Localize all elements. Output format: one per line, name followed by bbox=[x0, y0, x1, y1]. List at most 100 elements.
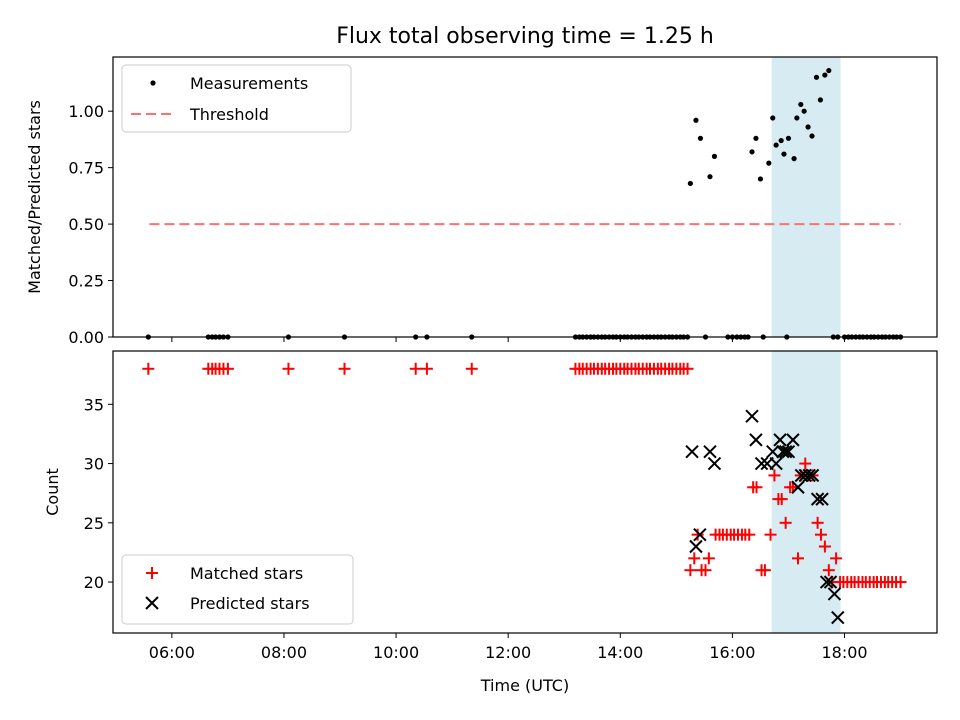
measurement-point bbox=[707, 174, 713, 180]
bottom-xtick-label-2: 10:00 bbox=[373, 643, 419, 662]
bottom-xlabel: Time (UTC) bbox=[480, 676, 569, 695]
matched-star-point bbox=[814, 528, 827, 541]
predicted-star-point bbox=[685, 445, 699, 459]
matched-star-point bbox=[779, 516, 792, 529]
matched-star-point bbox=[699, 564, 712, 577]
matched-star-point bbox=[764, 528, 777, 541]
measurement-point bbox=[770, 115, 776, 121]
legend-threshold-label: Threshold bbox=[189, 105, 269, 124]
predicted-star-point bbox=[689, 539, 703, 554]
measurement-point bbox=[826, 67, 832, 74]
bottom-xtick-label-3: 12:00 bbox=[485, 643, 531, 662]
bottom-xtick-label-1: 08:00 bbox=[261, 643, 307, 662]
top-ytick-label-2: 0.50 bbox=[68, 215, 104, 234]
top-ylabel: Matched/Predicted stars bbox=[25, 100, 44, 294]
bottom-xtick-label-6: 18:00 bbox=[821, 643, 867, 662]
top-ytick-label-1: 0.25 bbox=[68, 272, 104, 291]
predicted-star-point bbox=[791, 480, 805, 494]
predicted-star-point bbox=[819, 575, 834, 589]
predicted-star-point bbox=[745, 409, 759, 423]
chart-title: Flux total observing time = 1.25 h bbox=[336, 24, 714, 49]
top-legend: Measurements Threshold bbox=[121, 64, 352, 133]
measurement-point bbox=[791, 156, 797, 162]
top-ytick-label-4: 1.00 bbox=[68, 102, 104, 121]
predicted-star-point bbox=[815, 492, 829, 506]
measurement-point bbox=[711, 153, 718, 159]
matched-star-point bbox=[758, 564, 771, 577]
bottom-xtick-label-0: 06:00 bbox=[149, 643, 195, 662]
predicted-star-point bbox=[693, 527, 707, 542]
legend-measurements-label: Measurements bbox=[190, 74, 308, 93]
top-panel: 0.00 0.25 0.50 0.75 1.00 Matched/Predicted s… bbox=[25, 56, 938, 347]
predicted-star-point bbox=[769, 456, 783, 471]
legend-predicted-icon bbox=[145, 596, 159, 610]
matched-star-point bbox=[822, 564, 835, 577]
bottom-legend-box bbox=[121, 554, 354, 625]
matched-star-point bbox=[142, 362, 155, 375]
measurement-point bbox=[781, 151, 787, 157]
measurement-point bbox=[687, 180, 693, 187]
bottom-ytick-label-1: 25 bbox=[84, 514, 104, 533]
predicted-star-point bbox=[802, 468, 816, 483]
measurement-point bbox=[773, 142, 779, 148]
matched-star-point bbox=[684, 564, 697, 577]
measurement-point bbox=[749, 149, 755, 155]
predicted-star-point bbox=[703, 445, 717, 459]
measurement-point bbox=[801, 108, 807, 114]
matched-star-point bbox=[420, 362, 433, 375]
count-points bbox=[142, 362, 907, 625]
matched-star-point bbox=[681, 362, 694, 375]
bottom-panel: 06:00 08:00 10:00 12:00 14:00 16:00 18:00 20 25 3… bbox=[43, 350, 938, 695]
matched-star-point bbox=[702, 552, 715, 565]
legend-matched-icon bbox=[146, 567, 158, 579]
bottom-highlight-span bbox=[771, 351, 841, 633]
matched-star-point bbox=[221, 362, 234, 375]
matched-star-point bbox=[465, 362, 478, 375]
predicted-star-point bbox=[707, 456, 722, 471]
predicted-star-point bbox=[786, 433, 800, 447]
predicted-star-point bbox=[827, 587, 842, 601]
bottom-legend: Matched stars Predicted stars bbox=[121, 554, 354, 625]
legend-predicted-label: Predicted stars bbox=[190, 594, 310, 613]
matched-star-point bbox=[282, 362, 295, 375]
measurement-point bbox=[813, 74, 820, 80]
matched-star-point bbox=[830, 552, 843, 565]
matched-star-point bbox=[409, 362, 422, 375]
predicted-star-point bbox=[805, 468, 820, 483]
top-highlight-span bbox=[771, 57, 841, 337]
predicted-star-point bbox=[773, 433, 787, 447]
measurement-point bbox=[766, 160, 772, 166]
measurement-point bbox=[757, 176, 764, 182]
matched-star-point bbox=[811, 516, 824, 529]
bottom-xtick-label-4: 14:00 bbox=[597, 643, 643, 662]
matched-star-point bbox=[775, 493, 788, 506]
matched-star-point bbox=[799, 457, 812, 470]
measurement-point bbox=[693, 117, 699, 123]
measurement-point bbox=[785, 135, 792, 141]
top-ytick-label-0: 0.00 bbox=[68, 328, 104, 347]
measurement-point bbox=[778, 137, 784, 144]
measurement-point bbox=[822, 72, 828, 78]
predicted-star-point bbox=[776, 445, 790, 459]
predicted-star-point bbox=[810, 492, 825, 506]
predicted-star-point bbox=[754, 456, 769, 471]
matched-star-point bbox=[750, 481, 763, 494]
measurement-point bbox=[753, 135, 759, 141]
measurement-point bbox=[794, 115, 800, 121]
measurement-point bbox=[697, 135, 704, 141]
predicted-star-point bbox=[831, 610, 845, 625]
matched-star-point bbox=[338, 362, 351, 375]
legend-matched-label: Matched stars bbox=[190, 564, 303, 583]
matched-star-point bbox=[894, 576, 907, 589]
predicted-star-point bbox=[766, 445, 780, 459]
bottom-ytick-label-3: 35 bbox=[84, 395, 104, 414]
top-ytick-label-3: 0.75 bbox=[68, 159, 104, 178]
matched-star-point bbox=[791, 552, 804, 565]
bottom-ytick-label-0: 20 bbox=[84, 573, 104, 592]
top-plot-frame bbox=[112, 56, 938, 338]
measurement-point bbox=[809, 133, 815, 139]
matched-star-point bbox=[768, 469, 781, 482]
predicted-star-point bbox=[781, 445, 796, 459]
bottom-ylabel: Count bbox=[43, 468, 62, 516]
